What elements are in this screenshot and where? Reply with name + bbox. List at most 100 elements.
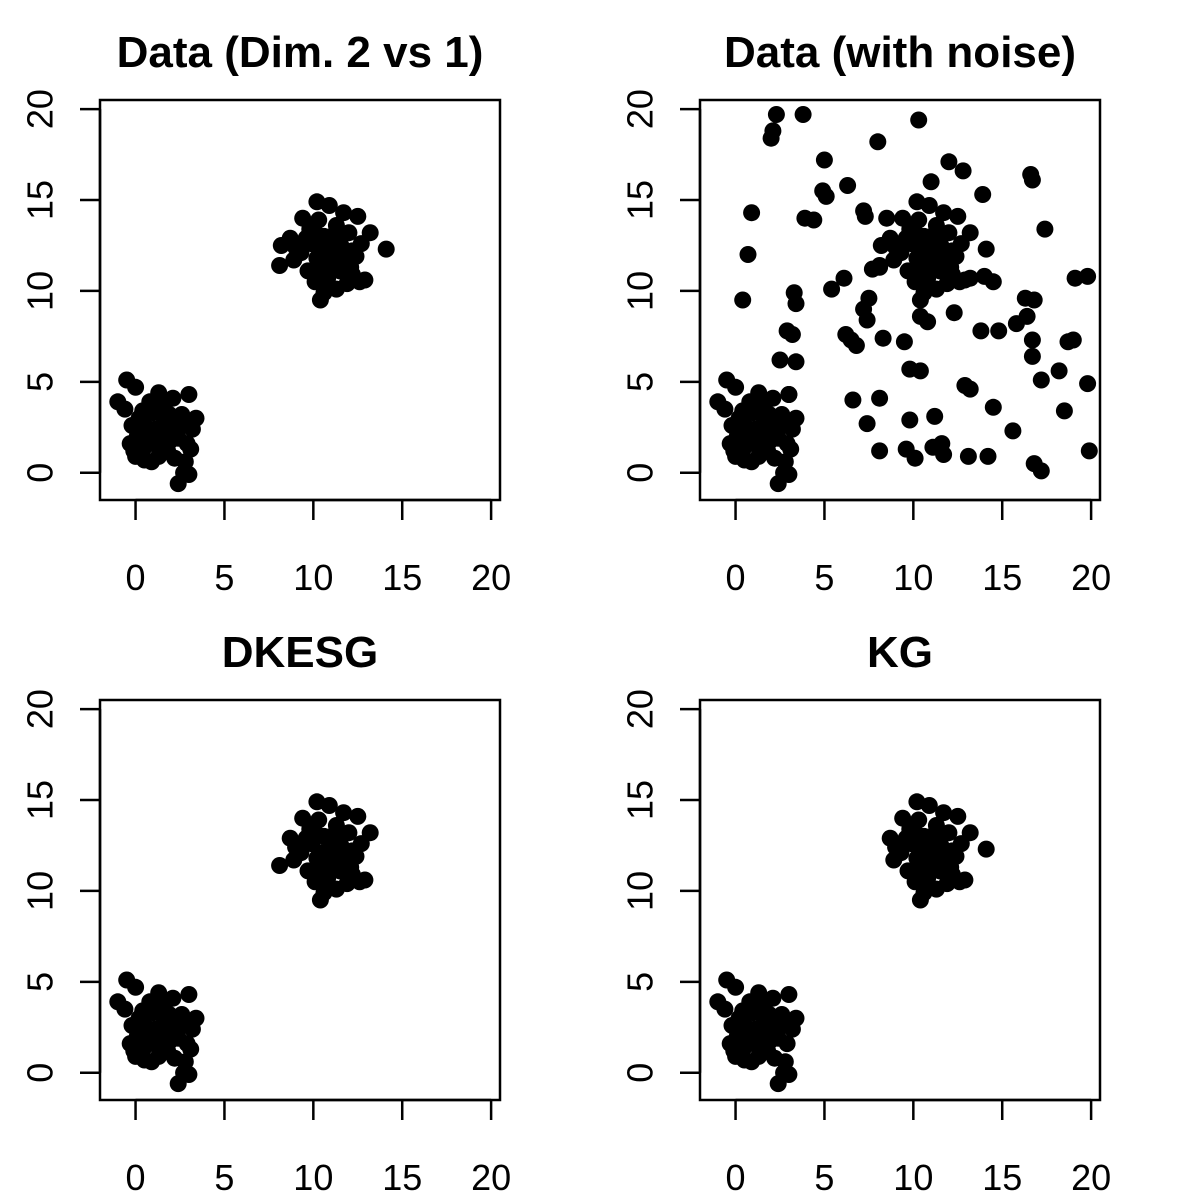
data-point: [940, 153, 958, 171]
data-point: [271, 857, 289, 874]
data-point: [127, 1047, 145, 1065]
x-tick-label: 10: [893, 1157, 933, 1198]
data-point: [151, 438, 169, 456]
data-point: [972, 322, 990, 340]
data-point: [961, 380, 979, 398]
data-point: [979, 447, 997, 465]
data-point: [716, 1000, 734, 1018]
data-point: [306, 224, 324, 242]
data-point: [343, 866, 361, 883]
data-point: [315, 266, 333, 283]
data-point: [782, 440, 800, 458]
data-point: [182, 440, 200, 458]
data-point: [1066, 269, 1084, 287]
data-point: [835, 269, 853, 287]
data-point: [920, 197, 938, 214]
data-point: [927, 222, 945, 240]
data-points: [709, 793, 995, 1093]
data-point: [127, 447, 145, 465]
data-point: [180, 986, 198, 1003]
data-point: [974, 186, 992, 203]
data-point: [847, 337, 865, 354]
y-tick-label: 10: [20, 271, 61, 311]
data-point: [287, 238, 305, 256]
y-tick-label: 0: [620, 1063, 661, 1083]
data-point: [906, 224, 924, 242]
data-point: [343, 266, 361, 283]
y-tick-label: 20: [620, 689, 661, 729]
y-tick-label: 15: [620, 180, 661, 220]
data-point: [734, 291, 752, 309]
data-point: [858, 311, 876, 329]
data-point: [349, 207, 367, 225]
data-point: [949, 807, 967, 825]
data-point: [844, 391, 862, 409]
data-point: [871, 442, 889, 460]
data-point: [869, 133, 887, 151]
data-point: [1050, 362, 1068, 380]
data-point: [858, 415, 876, 433]
data-point: [887, 238, 905, 256]
data-point: [814, 182, 832, 200]
data-point: [815, 151, 833, 169]
data-point: [780, 986, 798, 1003]
data-point: [872, 237, 890, 254]
x-tick-label: 20: [1071, 557, 1111, 598]
data-point: [116, 1000, 134, 1018]
x-tick-label: 15: [982, 1157, 1022, 1198]
data-point: [874, 329, 892, 347]
data-point: [771, 351, 789, 369]
data-point: [924, 438, 942, 456]
panel-1: Data (Dim. 2 vs 1) 0 5 10 15 20 0 5 10 15 20: [20, 28, 512, 598]
data-point: [734, 1002, 752, 1020]
x-tick-label: 0: [126, 1157, 146, 1198]
data-point: [769, 475, 787, 493]
data-point: [910, 111, 928, 129]
y-tick-label: 15: [20, 780, 61, 820]
data-point: [935, 251, 953, 269]
data-point: [878, 209, 896, 227]
data-point: [959, 447, 977, 465]
panel-title: Data (with noise): [724, 28, 1076, 77]
panel-2: Data (with noise) 0 5 10 15 20 0 5 10 15 20: [620, 28, 1112, 598]
data-point: [134, 402, 152, 420]
data-point: [327, 222, 345, 240]
data-point: [271, 257, 289, 274]
data-point: [823, 280, 841, 298]
data-point: [134, 1002, 152, 1020]
y-tick-label: 15: [20, 180, 61, 220]
data-point: [759, 1017, 777, 1034]
y-tick-label: 20: [620, 89, 661, 129]
data-point: [751, 438, 769, 456]
data-point: [863, 260, 881, 278]
data-point: [922, 173, 940, 191]
data-point: [377, 240, 395, 258]
data-point: [1023, 347, 1041, 365]
data-point: [954, 162, 972, 180]
data-point: [1032, 462, 1050, 480]
data-point: [320, 197, 338, 214]
data-point: [285, 851, 303, 869]
x-tick-label: 20: [471, 557, 511, 598]
data-point: [906, 449, 924, 467]
data-point: [984, 273, 1002, 291]
data-point: [169, 1075, 187, 1093]
data-point: [127, 378, 145, 396]
data-point: [1025, 291, 1043, 309]
data-point: [272, 237, 290, 254]
data-point: [159, 1017, 177, 1034]
y-tick-label: 0: [20, 1063, 61, 1083]
data-point: [787, 295, 805, 313]
x-tick-label: 15: [982, 557, 1022, 598]
data-point: [1004, 422, 1022, 440]
data-point: [911, 891, 929, 909]
data-point: [920, 797, 938, 814]
data-point: [1064, 331, 1082, 349]
panel-title: DKESG: [222, 628, 378, 677]
data-point: [320, 797, 338, 814]
panel-4: KG 0 5 10 15 20 0 5 10 15 20: [620, 628, 1112, 1198]
x-tick-label: 0: [726, 1157, 746, 1198]
data-point: [1055, 402, 1073, 420]
data-point: [335, 251, 353, 269]
